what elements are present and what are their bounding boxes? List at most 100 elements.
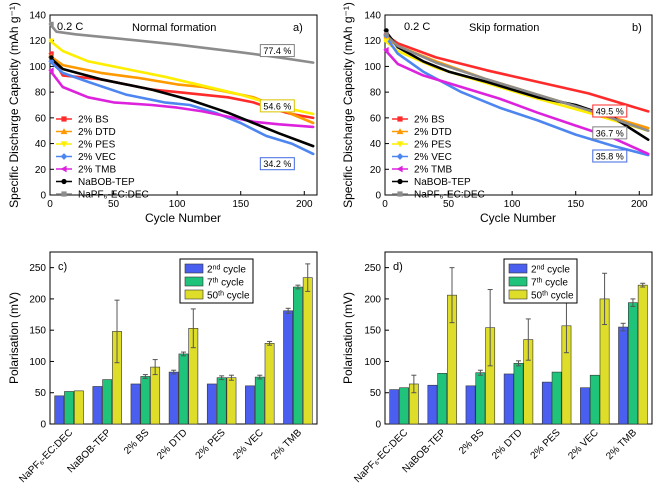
bar [475,372,486,425]
y-tick-label: 20 [35,165,47,176]
x-axis-label: Cycle Number [145,211,221,225]
x-tick-label: 100 [504,199,521,210]
series-marker [48,38,55,44]
chart-title: Normal formation [132,22,216,34]
bar [503,373,514,425]
y-tick-label: 120 [364,36,381,47]
bar [226,377,237,425]
bar [264,343,275,425]
annotation-label: 34.2 % [263,159,291,169]
series-marker [49,21,54,27]
bar [168,371,179,425]
x-tick-label: 200 [631,199,648,210]
legend-label: 50th cycle [531,290,574,302]
bar [580,387,590,425]
legend-swatch [508,276,528,287]
legend-label: 7th cycle [207,277,244,289]
y-axis-label: Polarisation (mV) [7,292,21,384]
legend-marker [396,165,403,173]
legend-marker [397,178,403,185]
x-tick-label: 0 [382,199,388,210]
axis-ticks: 0 50 100 150 200 0 20 40 60 80 100 120 140 [364,11,648,211]
legend-marker [61,178,67,185]
series-marker [384,32,389,37]
legend-swatch [184,289,204,300]
x-tick-label: 2% BS [122,427,152,457]
legend-label: 2% TMB [78,165,116,176]
x-tick-label: 2% DTD [155,427,190,462]
x-tick-label: 150 [232,199,249,210]
annotation-box [259,157,295,171]
legend-swatch [508,263,528,274]
series-marker [383,38,390,44]
legend-label: 2nd cycle [207,264,246,276]
x-tick-label: NaPF₆-EC:DEC [352,427,410,485]
x-tick-label: 2% PES [194,427,228,461]
x-tick-label: NaPF₆-EC:DEC [17,427,75,485]
annotation-label: 36.7 % [596,128,624,138]
legend-label: 2% BS [78,115,109,126]
y-tick-label: 60 [370,113,382,124]
bar [513,363,524,425]
rate-label: 0.2 C [57,21,83,33]
y-tick-label: 250 [364,263,381,274]
chart-title: Skip formation [469,22,539,34]
annotation-box [259,44,295,58]
bars-group [54,263,313,425]
y-tick-label: 40 [370,139,382,150]
legend-label: 2% PES [414,140,452,151]
series-line [48,69,315,129]
bar [178,353,189,425]
annotation-box [592,126,628,140]
legend-swatch [508,289,528,300]
series-marker [383,46,389,53]
bar [302,277,313,425]
y-axis-label: Specific Discharge Capacity (mAh g⁻¹) [7,2,21,208]
series-line [383,32,650,113]
series-marker [384,28,389,33]
legend-swatch [184,276,204,287]
series-line [48,59,315,156]
legend-marker [397,116,403,122]
bar [254,376,265,425]
bar [130,383,141,425]
y-tick-label: 100 [364,62,381,73]
legend-swatch [184,263,204,274]
bar [437,373,448,425]
chart-panel-b: 0.2 C Skip formation b) Cycle Number Spe… [341,2,653,225]
bar [628,302,638,425]
bar [73,390,84,425]
x-tick-label: 2% DTD [490,427,525,462]
bar [54,395,65,425]
y-axis-label: Specific Discharge Capacity (mAh g⁻¹) [341,2,355,208]
x-tick-label: 0 [47,199,53,210]
bar [64,391,74,425]
x-tick-label: 50 [108,199,120,210]
y-tick-label: 140 [364,11,381,22]
legend-marker [396,153,404,160]
y-tick-label: 200 [364,294,381,305]
annotation-label: 54.6 % [263,101,291,111]
legend-marker [396,128,404,135]
panel-label: a) [293,22,303,34]
y-axis-label: Polarisation (mV) [341,292,355,384]
chart-panel-a: 0.2 C Normal formation a) Cycle Number S… [7,2,318,225]
x-tick-label: 2% VEC [231,427,266,462]
legend-label: 2% VEC [78,152,116,163]
y-tick-label: 60 [35,113,47,124]
y-tick-label: 120 [29,36,46,47]
panel-label: d) [393,261,403,273]
legend-label: 2% TMB [414,165,452,176]
bar [541,381,552,425]
y-tick-label: 100 [364,357,381,368]
legend-marker [397,191,403,197]
annotation-group: 49.5 % 36.7 % 35.8 % [592,104,628,163]
bar [465,385,476,425]
y-tick-label: 50 [370,388,382,399]
bar [245,385,255,425]
chart-panel-d: d) Polarisation (mV) 0 50 100 150 200 250 NaPF… [341,251,653,485]
axis-ticks: 0 50 100 150 200 0 20 40 60 80 100 120 140 [29,11,313,211]
